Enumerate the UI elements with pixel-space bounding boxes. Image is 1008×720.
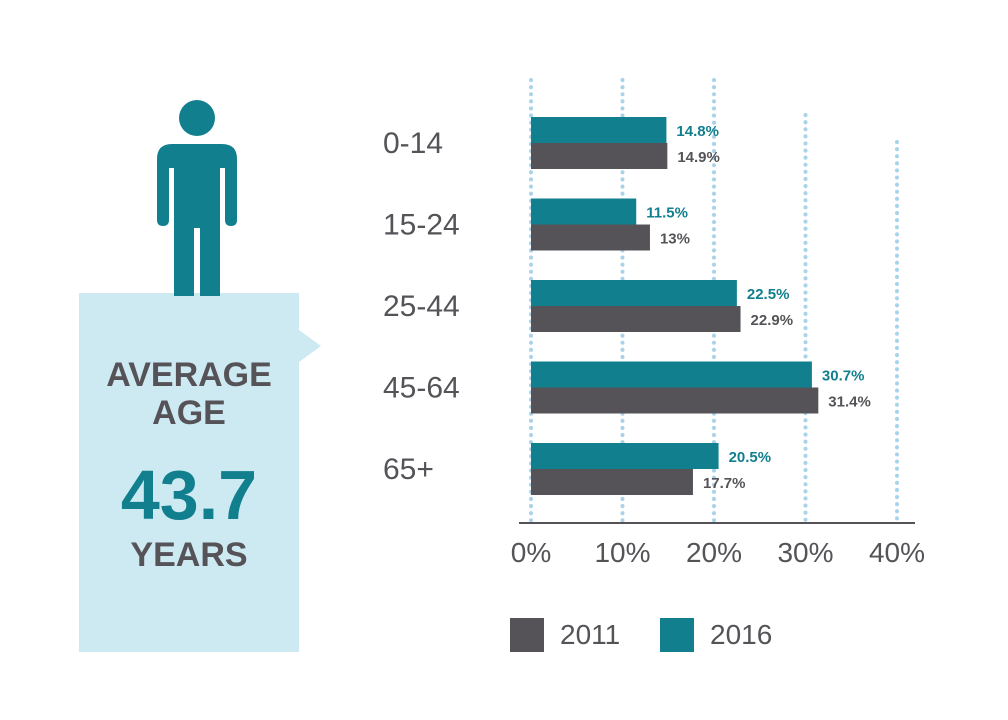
category-label: 25-44 (383, 290, 460, 323)
chart-legend: 2011 2016 (510, 618, 810, 652)
category-label: 65+ (383, 453, 434, 486)
data-label-2016: 20.5% (729, 449, 772, 466)
average-age-label: AVERAGE AGE (106, 356, 272, 432)
category-label: 15-24 (383, 209, 460, 242)
bar-2011 (531, 143, 668, 169)
x-tick-label: 30% (777, 537, 833, 568)
bar-2016 (531, 361, 812, 388)
bar-2016 (531, 117, 667, 143)
bar-2011 (531, 469, 693, 495)
legend-label-2011: 2011 (560, 619, 621, 650)
data-label-2011: 17.7% (703, 475, 746, 492)
bar-2016 (531, 280, 737, 306)
x-tick-label: 20% (686, 537, 742, 568)
data-label-2016: 30.7% (822, 368, 865, 385)
x-tick-label: 0% (511, 537, 551, 568)
data-label-2016: 14.8% (676, 123, 719, 140)
average-age-unit: YEARS (130, 536, 248, 574)
bar-2011 (531, 387, 819, 414)
data-label-2016: 22.5% (747, 286, 790, 303)
data-label-2011: 14.9% (677, 149, 720, 166)
legend-swatch-2011 (510, 618, 544, 652)
bar-2011 (531, 306, 741, 332)
panel-pointer (299, 330, 321, 362)
data-label-2011: 22.9% (751, 312, 794, 329)
bar-2016 (531, 198, 637, 225)
average-age-panel (79, 293, 299, 652)
average-age-value: 43.7 (120, 456, 258, 534)
legend-swatch-2016 (660, 618, 694, 652)
x-tick-label: 10% (594, 537, 650, 568)
x-tick-label: 40% (869, 537, 925, 568)
data-label-2011: 31.4% (828, 394, 871, 411)
data-label-2016: 11.5% (646, 205, 688, 222)
data-label-2011: 13% (660, 231, 690, 248)
bar-2016 (531, 443, 719, 469)
category-label: 0-14 (383, 127, 443, 160)
person-icon (157, 100, 237, 296)
bar-2011 (531, 224, 650, 251)
category-label: 45-64 (383, 372, 460, 405)
legend-label-2016: 2016 (710, 619, 773, 650)
